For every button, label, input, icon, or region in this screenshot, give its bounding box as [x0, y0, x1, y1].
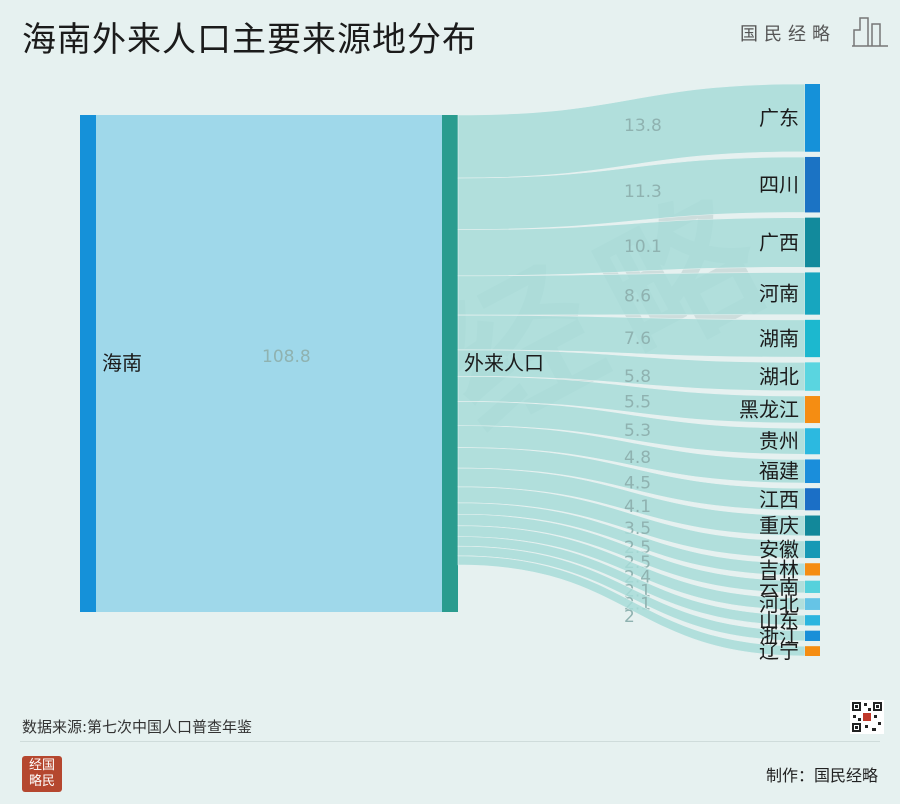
qr-code-icon	[850, 700, 884, 734]
node-target-16	[805, 630, 820, 641]
value-label-0: 13.8	[624, 116, 662, 136]
flow-6	[457, 375, 806, 424]
node-target-4	[805, 319, 820, 358]
target-label-16: 浙江	[759, 624, 799, 648]
target-label-4: 湖南	[759, 326, 799, 350]
node-target-11	[805, 540, 820, 559]
target-label-0: 广东	[759, 106, 799, 130]
target-label-3: 河南	[759, 282, 799, 306]
total-value-label: 108.8	[262, 347, 311, 367]
target-label-8: 福建	[759, 459, 799, 483]
target-label-1: 四川	[759, 173, 799, 197]
flow-12	[457, 502, 806, 576]
node-target-13	[805, 580, 820, 593]
value-label-7: 5.3	[624, 421, 651, 441]
target-label-12: 吉林	[759, 557, 799, 581]
flow-4	[457, 314, 806, 358]
value-label-10: 4.1	[624, 497, 651, 517]
main-flow	[96, 115, 442, 612]
page-title: 海南外来人口主要来源地分布	[22, 20, 477, 60]
node-target-15	[805, 615, 820, 626]
node-hainan	[80, 115, 96, 612]
value-label-1: 11.3	[624, 182, 662, 202]
node-target-9	[805, 488, 820, 511]
node-target-0	[805, 84, 820, 152]
flow-5	[457, 349, 806, 392]
brand-logo: 国民经略	[740, 10, 890, 50]
node-target-8	[805, 459, 820, 484]
value-label-3: 8.6	[624, 286, 651, 306]
credit-text: 制作：国民经略	[765, 766, 878, 785]
node-waiIai	[442, 115, 458, 612]
flow-11	[457, 486, 806, 559]
data-source: 数据来源:第七次中国人口普查年鉴	[22, 718, 253, 736]
node-target-1	[805, 156, 820, 213]
value-label-4: 7.6	[624, 329, 651, 349]
value-label-6: 5.5	[624, 392, 651, 412]
node-target-12	[805, 563, 820, 576]
flow-7	[457, 401, 806, 455]
flow-16	[457, 545, 806, 642]
node-target-5	[805, 362, 820, 391]
target-label-9: 江西	[759, 487, 799, 511]
value-label-8: 4.8	[624, 448, 651, 468]
divider	[20, 741, 880, 742]
target-label-11: 安徽	[759, 537, 799, 561]
target-label-6: 黑龙江	[739, 398, 799, 422]
target-label-10: 重庆	[759, 514, 799, 538]
flow-9	[457, 447, 806, 511]
node-target-7	[805, 428, 820, 455]
node-target-2	[805, 217, 820, 268]
brand-text: 国民经略	[740, 24, 836, 45]
node-target-10	[805, 515, 820, 536]
node-target-6	[805, 396, 820, 424]
building-icon	[852, 17, 888, 47]
node-label-hainan: 海南	[102, 351, 142, 375]
bottom-logo: 经国略民	[22, 756, 62, 792]
target-label-14: 河北	[759, 592, 799, 616]
value-label-5: 5.8	[624, 367, 651, 387]
target-label-5: 湖北	[759, 365, 799, 389]
target-label-2: 广西	[759, 230, 799, 254]
target-label-13: 云南	[759, 575, 799, 599]
node-target-3	[805, 272, 820, 315]
value-label-2: 10.1	[624, 237, 662, 257]
bottom-logo-text: 经国略民	[28, 758, 55, 789]
target-label-17: 辽宁	[759, 639, 799, 663]
node-target-17	[805, 646, 820, 656]
value-label-9: 4.5	[624, 473, 651, 493]
target-label-15: 山东	[759, 608, 799, 632]
value-label-17: 2	[624, 607, 635, 627]
node-label-waiIai: 外来人口	[464, 351, 544, 375]
target-label-7: 贵州	[759, 429, 799, 453]
node-target-14	[805, 598, 820, 610]
